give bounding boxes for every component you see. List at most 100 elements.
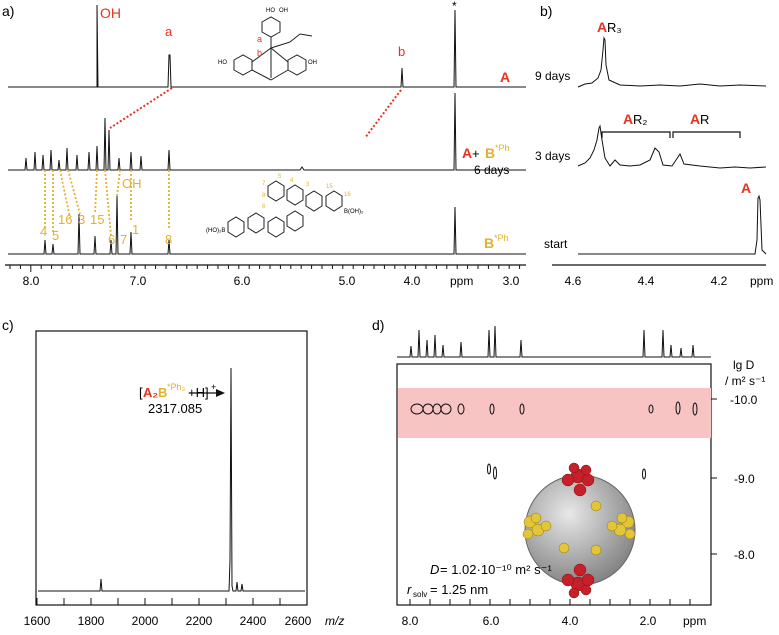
b-num-1: 1 (132, 222, 139, 237)
d-y-tick-8: -8.0 (734, 548, 755, 562)
trace-start-label: start (544, 237, 568, 251)
struct-b-16: 16 (344, 192, 351, 198)
link-b-peak (364, 89, 402, 139)
struct-b-boh-right: B(OH)₂ (344, 209, 364, 215)
peak-label-oh: OH (100, 5, 121, 21)
diffusion-band (398, 388, 711, 438)
ms-b-sup: *Ph₃ (167, 382, 186, 392)
ms-bracket-open: [ (139, 385, 143, 400)
cage-sphere-model (522, 462, 636, 599)
peak-label-star: * (452, 0, 457, 13)
panel-a: a) OH a b * A HO OH a b HO OH (2, 0, 526, 288)
dosy-1h-projection (397, 325, 711, 358)
ar-a: A (690, 111, 700, 127)
dosy-cross-peaks-band (410, 401, 698, 416)
d-label-d: D (430, 562, 439, 577)
panel-c: c) [ A₂ B *Ph₃ +H] + 2317.085 1600 1800 … (2, 317, 344, 628)
struct-a-ho-left: HO (218, 60, 227, 66)
b-tick-42: 4.2 (711, 274, 728, 288)
a-tick-3: 3.0 (503, 274, 520, 288)
trace-label-b: B (484, 235, 494, 251)
trace-label-ab-a: A (462, 145, 472, 161)
ar-r: R (700, 112, 709, 127)
c-tick-2400: 2400 (240, 614, 267, 628)
d-label-r-sub: solv (413, 590, 427, 599)
panel-b-label: b) (540, 3, 552, 19)
b-num-3: 3 (78, 212, 85, 227)
ms-spectrum (38, 367, 305, 592)
dosy-cross-peaks-free (487, 463, 646, 480)
a-tick-6: 6.0 (234, 274, 251, 288)
d-y-title-unit: / m² s⁻¹ (725, 374, 765, 388)
struct-b-8: 8 (262, 193, 266, 199)
d-y-tick-10: -10.0 (730, 393, 758, 407)
struct-b-15: 15 (326, 184, 333, 190)
panel-d-label: d) (372, 317, 384, 333)
struct-a-oh: OH (279, 8, 288, 14)
trace-label-b-sup: *Ph (494, 233, 509, 243)
struct-b-7: 7 (262, 181, 266, 187)
c-tick-2600: 2600 (285, 614, 312, 628)
a-tick-8: 8.0 (23, 274, 40, 288)
trace-3days-label: 3 days (535, 149, 570, 163)
panel-b: b) 9 days A R₃ 3 days A R₂ A R start A 4… (535, 3, 773, 288)
b-tick-44: 4.4 (638, 274, 655, 288)
start-a: A (741, 180, 751, 196)
ar-bracket (672, 131, 741, 138)
d-y-title-lg: lg D (733, 358, 755, 372)
d-r-value: = 1.25 nm (430, 582, 488, 597)
ar2-r: R₂ (633, 112, 647, 127)
trace-label-ab-b-sup: *Ph (495, 143, 510, 153)
a-axis-unit: ppm (450, 274, 473, 288)
trace-label-ab-b: B (485, 145, 495, 161)
d-x-tick-4: 4.0 (562, 614, 579, 628)
b-num-16: 16 (58, 212, 72, 227)
ms-mass: 2317.085 (148, 401, 202, 416)
b-num-6: 6 (108, 232, 115, 247)
c-tick-1800: 1800 (78, 614, 105, 628)
ar2-a: A (623, 111, 633, 127)
structure-a-molecule (233, 16, 313, 81)
trace-3days (577, 124, 767, 169)
struct-a-label-a: a (257, 34, 262, 44)
d-x-axis-unit: ppm (683, 614, 706, 628)
b-num-oh: OH (122, 176, 142, 191)
ms-charge: + (211, 382, 216, 392)
a-tick-5: 5.0 (339, 274, 356, 288)
a-tick-4: 4.0 (404, 274, 421, 288)
b-tick-46: 4.6 (565, 274, 582, 288)
b-num-5: 5 (52, 228, 59, 243)
panel-d: d) (372, 317, 765, 628)
b-num-4: 4 (40, 224, 47, 239)
ms-rest: +H] (188, 385, 209, 400)
structure-b-molecule (227, 180, 343, 238)
peak-label-b: b (398, 44, 405, 59)
panel-a-label: a) (2, 3, 14, 19)
struct-b-6: 6 (262, 204, 266, 210)
d-y-tick-9: -9.0 (734, 472, 755, 486)
trace-label-ab-plus: + (472, 146, 480, 161)
b-num-8: 8 (165, 232, 172, 247)
struct-b-boh-left: (HO)₂B (206, 228, 225, 234)
ms-arrow-head (216, 389, 225, 397)
dosy-frame (396, 363, 712, 606)
c-axis-unit: m/z (325, 614, 344, 628)
a-tick-7: 7.0 (130, 274, 147, 288)
trace-a-spectrum (8, 4, 526, 88)
c-tick-2000: 2000 (132, 614, 159, 628)
struct-b-4: 4 (290, 178, 294, 184)
struct-b-3: 3 (306, 182, 310, 188)
ms-a2: A₂ (143, 385, 158, 400)
trace-9days-label: 9 days (535, 69, 570, 83)
panel-c-frame (35, 330, 308, 606)
c-tick-1600: 1600 (24, 614, 51, 628)
ar3-r: R₃ (607, 20, 622, 35)
b-num-15: 15 (90, 212, 104, 227)
panel-a-axis (5, 264, 526, 272)
ms-b: B (158, 385, 167, 400)
struct-b-5: 5 (278, 174, 282, 180)
trace-label-days: 6 days (474, 163, 509, 177)
d-x-tick-6: 6.0 (483, 614, 500, 628)
b-peak-links (44, 169, 170, 237)
